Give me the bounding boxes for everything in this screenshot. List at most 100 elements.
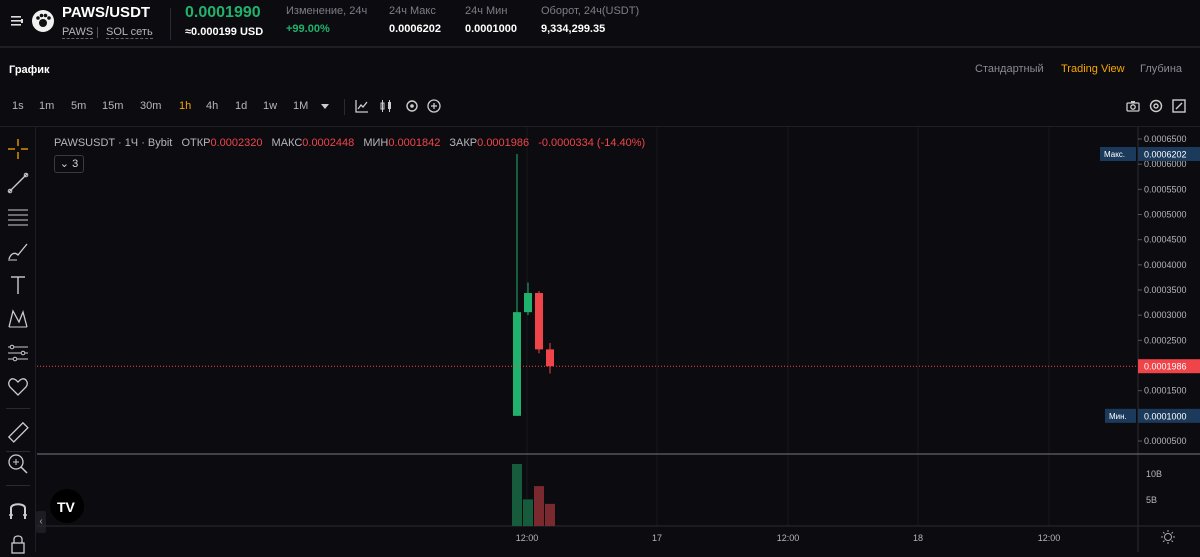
legend-close-value: 0.0001986 <box>477 137 530 149</box>
pattern-tool-icon[interactable] <box>5 306 31 332</box>
camera-icon[interactable] <box>1125 98 1141 114</box>
legend-low-label: МИН <box>363 137 389 149</box>
collapse-toolbar-button[interactable]: ‹ <box>36 511 46 533</box>
volume-bar <box>512 464 522 526</box>
y-tick-label: 0.0004000 <box>1144 260 1187 270</box>
timeframe-1d[interactable]: 1d <box>235 100 248 112</box>
last-price-label: 0.0001986 <box>1144 362 1187 372</box>
candle-body <box>535 293 543 350</box>
candle-body <box>513 312 521 416</box>
chart-settings-icon[interactable] <box>1148 98 1164 114</box>
trend-line-icon[interactable] <box>5 170 31 196</box>
volume-bar <box>534 486 544 526</box>
x-tick-label: 12:00 <box>777 533 800 543</box>
max-tag-label: Макс. <box>1104 150 1125 159</box>
timeframe-5m[interactable]: 5m <box>71 100 87 112</box>
chart-type-icon[interactable] <box>379 98 395 114</box>
chart-tabs: График Стандартный Trading View Глубина <box>0 50 1200 88</box>
fib-retracement-icon[interactable] <box>5 204 31 230</box>
svg-text:TV: TV <box>57 499 76 515</box>
settings-gear-icon[interactable] <box>404 98 420 114</box>
candle-body <box>524 293 532 313</box>
last-price-tag <box>1138 359 1200 374</box>
max-value-label: 0.0006202 <box>1144 149 1187 159</box>
volume-bar <box>523 499 533 526</box>
prediction-tool-icon[interactable] <box>5 340 31 366</box>
indicators-count: 3 <box>72 158 79 170</box>
x-tick-label: 17 <box>652 533 662 543</box>
add-icon[interactable] <box>426 98 442 114</box>
y-tick-label: 0.0005500 <box>1144 184 1187 194</box>
time-axis-settings-icon[interactable] <box>1161 530 1175 544</box>
min-value-label: 0.0001000 <box>1144 411 1187 421</box>
stat-turnover-label: Оборот, 24ч(USDT) <box>541 5 640 17</box>
timeframe-30m[interactable]: 30m <box>140 100 162 112</box>
brush-icon[interactable] <box>5 238 31 264</box>
x-tick-label: 12:00 <box>516 533 539 543</box>
view-depth-tab[interactable]: Глубина <box>1140 63 1183 75</box>
legend-open-label: ОТКР <box>181 137 211 149</box>
zoom-in-icon[interactable] <box>5 451 31 477</box>
timeframe-1s[interactable]: 1s <box>12 100 24 112</box>
text-tool-icon[interactable] <box>5 272 31 298</box>
legend-low-value: 0.0001842 <box>388 137 441 149</box>
indicators-toggle[interactable]: ⌄ 3 <box>54 155 84 173</box>
y-tick-label: 0.0002500 <box>1144 335 1187 345</box>
legend-high-label: МАКС <box>271 137 303 149</box>
y-tick-label: 0.0003500 <box>1144 285 1187 295</box>
x-tick-label: 18 <box>913 533 923 543</box>
min-tag-bg <box>1105 408 1136 423</box>
x-tick-label: 12:00 <box>1038 533 1061 543</box>
timeframe-dropdown-icon[interactable] <box>317 98 333 114</box>
divider <box>344 99 345 115</box>
price-usd: ≈0.000199 USD <box>185 26 264 38</box>
min-value-bg <box>1138 408 1200 423</box>
token-link[interactable]: PAWS <box>62 26 94 39</box>
ohlc-legend: PAWSUSDT · 1Ч · Bybit ОТКР0.0002320 МАКС… <box>54 137 645 149</box>
crosshair-icon[interactable] <box>5 136 31 162</box>
timeframe-1M[interactable]: 1M <box>293 100 309 112</box>
timeframe-toolbar: 1s 1m 5m 15m 30m 1h 4h 1d 1w 1M <box>0 94 1200 120</box>
y-tick-label: 0.0006000 <box>1144 159 1187 169</box>
stat-low-value: 0.0001000 <box>465 23 517 35</box>
ruler-icon[interactable] <box>5 419 31 445</box>
divider <box>6 485 30 486</box>
price-chart[interactable]: 0.0006500 0.0006000 0.0005500 0.0005000 0.00… <box>0 127 1200 552</box>
max-tag-bg <box>1100 146 1136 161</box>
menu-icon[interactable] <box>10 14 24 28</box>
volume-tick-label: 5B <box>1146 495 1157 505</box>
top-bar: PAWS/USDT PAWS SOL сеть 0.0001990 ≈0.000… <box>0 0 1200 48</box>
y-tick-label: 0.0004500 <box>1144 235 1187 245</box>
timeframe-1m[interactable]: 1m <box>39 100 55 112</box>
stat-high-label: 24ч Макс <box>389 5 436 17</box>
y-tick-label: 0.0000500 <box>1144 436 1187 446</box>
fullscreen-icon[interactable] <box>1171 98 1187 114</box>
timeframe-1h[interactable]: 1h <box>179 100 192 112</box>
timeframe-1w[interactable]: 1w <box>263 100 278 112</box>
y-tick-label: 0.0001500 <box>1144 386 1187 396</box>
chart-tab[interactable]: График <box>9 64 50 76</box>
last-price: 0.0001990 <box>185 4 261 21</box>
indicators-icon[interactable] <box>354 98 370 114</box>
stat-turnover-value: 9,334,299.35 <box>541 23 606 35</box>
y-tick-label: 0.0005000 <box>1144 210 1187 220</box>
chart-area[interactable]: ‹ 0.0006500 0.0006000 0.0005500 0.0005000 0.… <box>0 126 1200 554</box>
stat-change-value: +99.00% <box>286 23 330 35</box>
legend-high-value: 0.0002448 <box>302 137 355 149</box>
tradingview-logo: TV <box>50 489 84 523</box>
legend-open-value: 0.0002320 <box>210 137 263 149</box>
magnet-icon[interactable] <box>5 497 31 523</box>
max-value-bg <box>1138 146 1200 161</box>
timeframe-15m[interactable]: 15m <box>102 100 124 112</box>
y-tick-label: 0.0006500 <box>1144 134 1187 144</box>
pair-title[interactable]: PAWS/USDT <box>62 4 151 21</box>
timeframe-4h[interactable]: 4h <box>206 100 219 112</box>
network-link[interactable]: SOL сеть <box>106 26 153 39</box>
volume-bar <box>545 503 555 526</box>
view-standard-tab[interactable]: Стандартный <box>975 63 1044 75</box>
stat-change-label: Изменение, 24ч <box>286 5 368 17</box>
view-tradingview-tab[interactable]: Trading View <box>1061 63 1125 75</box>
divider <box>6 451 30 452</box>
paws-coin-icon <box>32 10 54 32</box>
favorite-heart-icon[interactable] <box>5 374 31 400</box>
